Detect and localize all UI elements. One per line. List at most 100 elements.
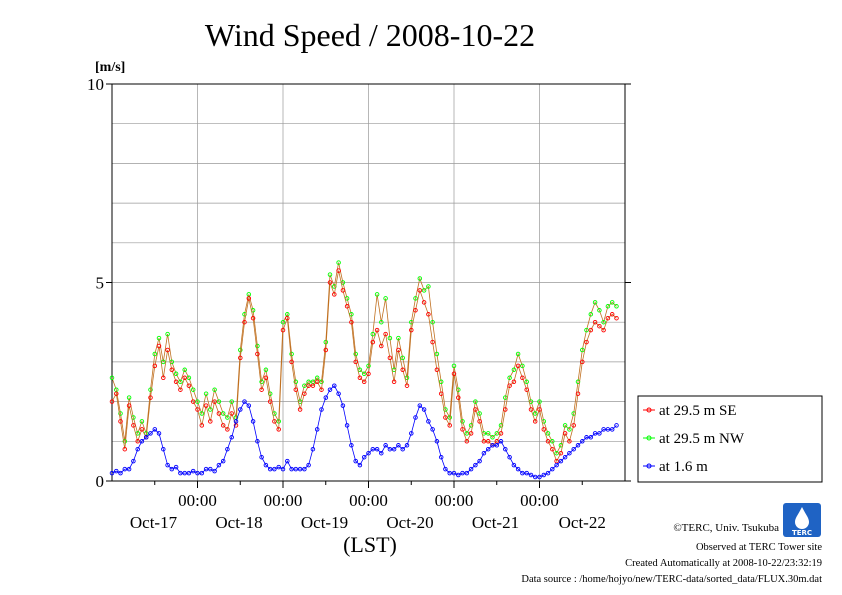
data-point — [242, 399, 247, 404]
data-point — [524, 387, 529, 392]
data-point — [391, 446, 397, 452]
data-point — [537, 399, 542, 404]
y-tick-label: 10 — [87, 75, 104, 94]
data-point — [361, 454, 367, 460]
data-point — [297, 466, 303, 472]
data-point — [460, 470, 465, 476]
data-point — [114, 468, 119, 474]
x-tick-time: 00:00 — [349, 491, 388, 510]
data-point — [447, 415, 452, 420]
data-point — [276, 427, 281, 432]
data-point — [353, 351, 358, 357]
data-point — [584, 435, 589, 440]
data-point — [349, 443, 354, 448]
created-text: Created Automatically at 2008-10-22/23:3… — [625, 558, 822, 569]
data-point — [109, 375, 115, 381]
data-point — [485, 431, 491, 436]
data-point — [481, 450, 487, 456]
data-point — [152, 363, 158, 369]
data-point — [148, 395, 153, 400]
data-point — [605, 427, 611, 432]
series-2 — [109, 260, 619, 456]
data-point — [109, 470, 115, 476]
legend-swatch-marker — [646, 435, 652, 441]
data-point — [464, 439, 470, 444]
data-point — [584, 339, 589, 345]
data-point — [293, 387, 299, 392]
data-point — [156, 335, 162, 341]
data-point — [592, 431, 598, 436]
data-point — [477, 411, 482, 416]
data-point — [259, 379, 264, 385]
data-point — [118, 411, 123, 416]
data-point — [267, 399, 273, 404]
data-point — [545, 470, 551, 476]
data-point — [520, 375, 525, 381]
data-point — [597, 431, 602, 436]
data-point — [387, 446, 393, 452]
data-point — [592, 300, 598, 305]
data-point — [528, 472, 534, 478]
data-point — [190, 468, 196, 474]
data-point — [293, 466, 299, 472]
data-point — [515, 466, 521, 472]
data-point — [409, 431, 414, 436]
data-point — [131, 423, 136, 428]
data-point — [554, 462, 559, 468]
data-point — [285, 315, 290, 321]
data-point — [199, 470, 205, 476]
data-point — [366, 371, 371, 377]
data-point — [379, 343, 384, 349]
data-point — [379, 450, 384, 456]
data-point — [208, 419, 213, 424]
data-point — [550, 446, 555, 452]
data-point — [430, 339, 435, 345]
data-point — [473, 407, 478, 412]
data-point — [203, 466, 209, 472]
water-drop-icon — [795, 507, 809, 529]
data-point — [567, 427, 572, 432]
data-point — [430, 427, 435, 432]
data-point — [409, 327, 414, 333]
data-point — [597, 308, 602, 313]
data-point — [212, 387, 217, 392]
data-point — [225, 446, 230, 452]
data-point — [443, 466, 448, 472]
data-point — [374, 292, 380, 297]
legend-label: at 1.6 m — [659, 459, 708, 475]
data-point — [173, 371, 179, 377]
data-point — [477, 458, 482, 464]
data-point — [143, 435, 149, 440]
data-point — [267, 466, 273, 472]
data-point — [434, 351, 440, 357]
data-point — [447, 470, 452, 476]
data-point — [246, 296, 252, 301]
data-point — [340, 288, 346, 293]
data-point — [178, 387, 183, 392]
data-point — [532, 411, 538, 416]
data-point — [511, 462, 517, 468]
data-point — [438, 391, 444, 396]
data-point — [139, 439, 145, 444]
data-point — [327, 272, 333, 277]
data-point — [203, 403, 209, 408]
x-axis-label: (LST) — [343, 532, 397, 557]
observed-text: Observed at TERC Tower site — [696, 542, 822, 553]
x-tick-time: 00:00 — [264, 491, 303, 510]
data-point — [302, 466, 307, 472]
data-point — [413, 296, 418, 301]
data-point — [524, 379, 529, 385]
data-point — [280, 466, 286, 472]
data-point — [387, 335, 393, 341]
data-point — [537, 474, 542, 480]
data-point — [370, 339, 376, 345]
data-point — [379, 319, 384, 325]
data-point — [400, 355, 405, 361]
x-tick-date: Oct-20 — [386, 513, 433, 532]
y-tick-label: 0 — [96, 472, 105, 491]
data-point — [498, 431, 504, 436]
data-point — [558, 458, 564, 464]
data-point — [220, 423, 226, 428]
data-point — [430, 319, 435, 325]
